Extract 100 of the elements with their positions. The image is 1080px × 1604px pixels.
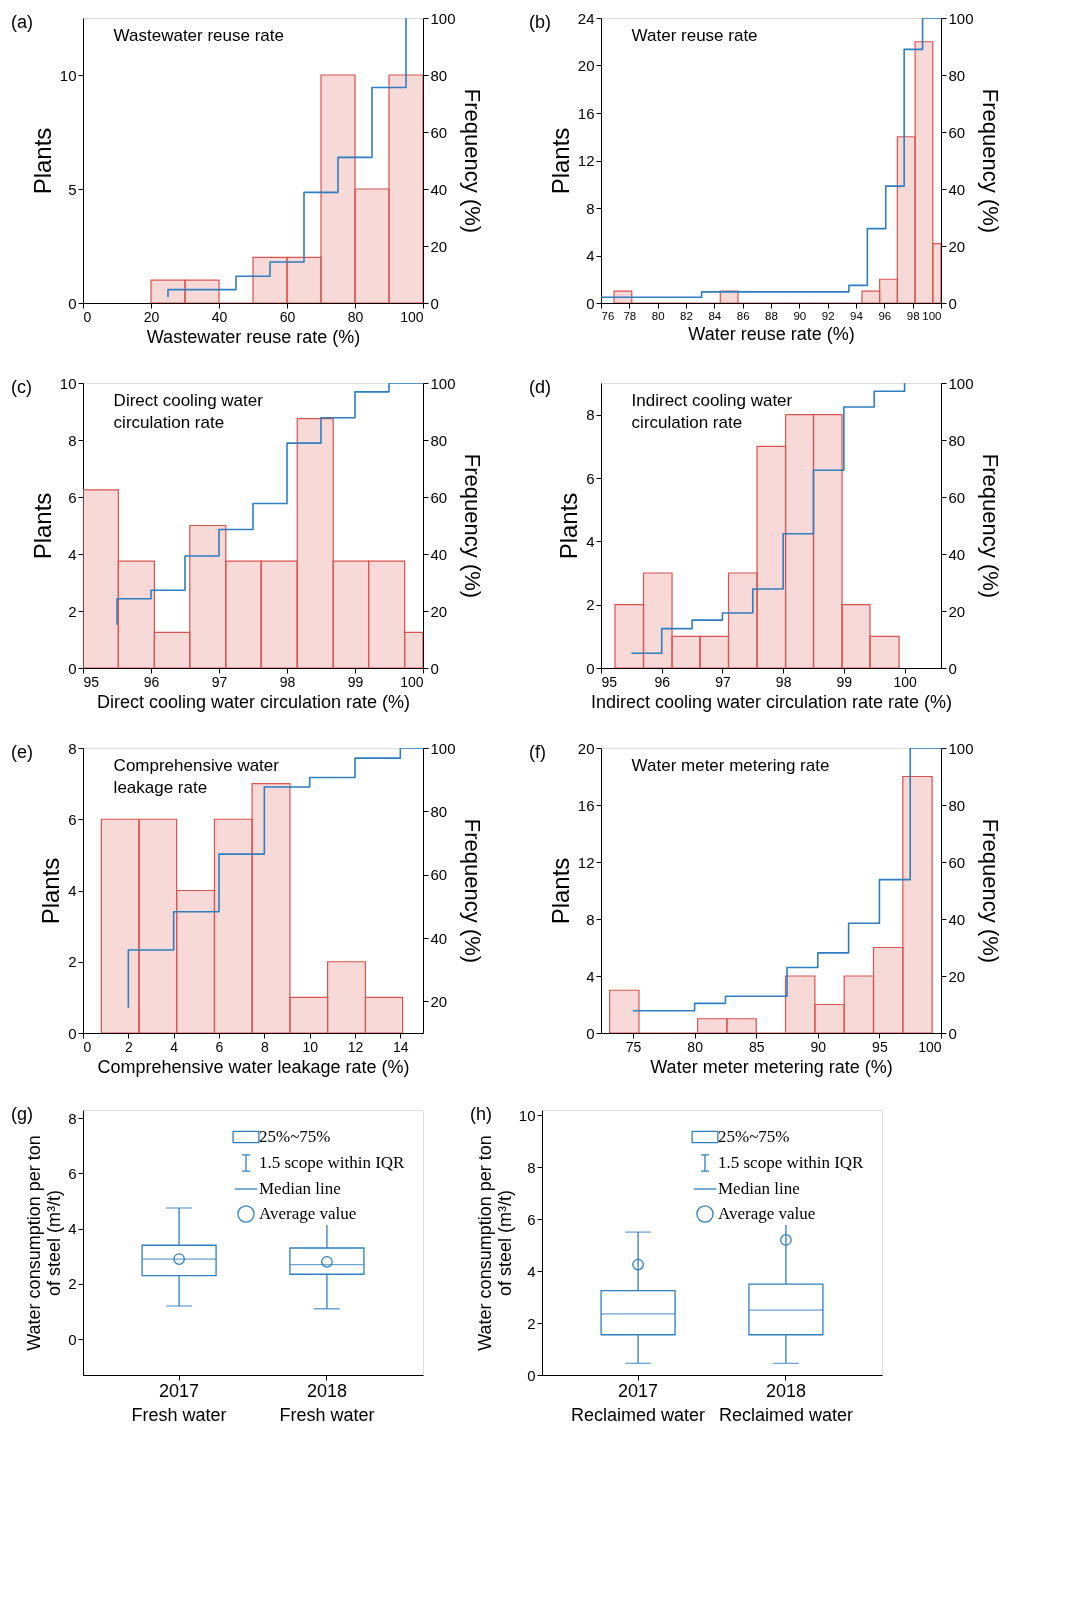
y-tick-label: 0 — [68, 659, 77, 677]
x-tick-label: 90 — [793, 309, 807, 322]
x-tick-label: 80 — [347, 308, 364, 325]
text: (b) — [529, 12, 551, 32]
y-tick-label: 24 — [577, 9, 595, 27]
y-tick-label: 10 — [59, 374, 77, 392]
y-tick-label: 20 — [577, 739, 595, 757]
y2-tick-label: 60 — [948, 123, 966, 141]
y-tick-label: 12 — [577, 152, 595, 169]
x-tick-label: 95 — [872, 1038, 888, 1055]
y2-tick-label: 60 — [430, 123, 448, 141]
y2-tick-label: 40 — [948, 545, 966, 563]
y2-tick-label: 100 — [430, 374, 456, 392]
x-tick-label: 2 — [124, 1038, 133, 1055]
y-tick-label: 6 — [527, 1210, 536, 1228]
y-tick-label: 16 — [577, 104, 595, 122]
y-tick-label: 0 — [68, 1330, 77, 1348]
y-tick-label: 4 — [586, 967, 595, 985]
y2-tick-label: 80 — [948, 796, 966, 814]
y-axis-title: Plants — [28, 492, 56, 560]
annotation: 1.5 scope within IQR — [718, 1153, 865, 1172]
y-tick-label: 6 — [68, 488, 77, 506]
x-tick-label: 100 — [400, 673, 424, 690]
annotation: 25%~75% — [259, 1127, 331, 1146]
x-tick-label: 90 — [810, 1038, 827, 1055]
x-tick-label: 97 — [211, 673, 228, 690]
y2-tick-label: 20 — [948, 237, 966, 255]
x-axis-title: Wastewater reuse rate (%) — [146, 326, 361, 347]
y-tick-label: 5 — [68, 180, 77, 198]
x-tick-label: 99 — [347, 673, 364, 690]
y2-tick-label: 60 — [948, 488, 966, 506]
x-tick-label: 100 — [400, 308, 424, 325]
y2-tick-label: 100 — [948, 374, 974, 392]
text: (a) — [11, 12, 33, 32]
y-tick-label: 10 — [59, 66, 77, 84]
x-tick-label: 4 — [170, 1038, 179, 1055]
y2-tick-label: 100 — [948, 739, 974, 757]
annotation: Median line — [718, 1179, 800, 1198]
y2-tick-label: 0 — [948, 659, 957, 677]
y-tick-label: 0 — [527, 1366, 536, 1384]
y2-tick-label: 20 — [430, 237, 448, 255]
x-tick-label: 82 — [680, 309, 693, 322]
text: Comprehensive water leakage rate — [113, 756, 280, 797]
y2-tick-label: 100 — [430, 739, 456, 757]
y2-axis-title: Frequency (%) — [459, 88, 485, 234]
x-tick-label: 88 — [765, 309, 778, 322]
y2-tick-label: 40 — [948, 910, 966, 928]
x-tick-label: 2018 Fresh water — [279, 1380, 375, 1425]
x-tick-label: 2017 Fresh water — [131, 1380, 227, 1425]
y-tick-label: 8 — [586, 406, 595, 424]
y-tick-label: 2 — [586, 596, 595, 614]
x-tick-label: 10 — [302, 1038, 319, 1055]
text: Direct cooling water circulation rate — [113, 391, 264, 432]
x-tick-label: 98 — [906, 309, 920, 322]
y2-tick-label: 60 — [430, 488, 448, 506]
text: (e) — [11, 742, 33, 762]
y-tick-label: 2 — [527, 1314, 536, 1332]
y-tick-label: 12 — [577, 853, 595, 871]
y2-tick-label: 100 — [430, 9, 456, 27]
y2-tick-label: 40 — [430, 180, 448, 198]
x-tick-label: 6 — [215, 1038, 224, 1055]
y-tick-label: 2 — [68, 1275, 77, 1293]
text: (h) — [470, 1104, 492, 1124]
y2-tick-label: 0 — [948, 1024, 957, 1042]
text: (g) — [11, 1104, 33, 1124]
y2-tick-label: 80 — [430, 66, 448, 84]
y2-tick-label: 40 — [430, 545, 448, 563]
annotation: Median line — [259, 1179, 341, 1198]
y-tick-label: 8 — [68, 431, 77, 449]
y-axis-title: Water consumption per ton of steel (m³/t) — [474, 1135, 515, 1351]
y-tick-label: 4 — [68, 882, 77, 899]
x-tick-label: 98 — [279, 673, 296, 690]
chart-title: Water meter metering rate — [631, 756, 830, 775]
x-tick-label: 100 — [918, 1038, 942, 1055]
x-tick-label: 100 — [922, 309, 942, 322]
y-tick-label: 6 — [586, 469, 595, 487]
x-tick-label: 86 — [736, 309, 750, 322]
x-tick-label: 80 — [687, 1038, 704, 1055]
text: Indirect cooling water circulation rate — [631, 391, 793, 432]
y2-tick-label: 80 — [430, 431, 448, 449]
x-tick-label: 84 — [708, 309, 722, 322]
y-tick-label: 8 — [68, 1109, 77, 1127]
x-tick-label: 96 — [878, 309, 892, 322]
x-tick-label: 60 — [279, 308, 296, 325]
x-tick-label: 8 — [260, 1038, 269, 1055]
y-tick-label: 2 — [68, 602, 77, 620]
y-tick-label: 0 — [586, 659, 595, 677]
x-tick-label: 92 — [821, 309, 835, 322]
y-axis-title: Water consumption per ton of steel (m³/t) — [24, 1135, 65, 1351]
annotation: Average value — [259, 1204, 357, 1223]
x-axis-title: Water reuse rate (%) — [688, 324, 855, 344]
y-tick-label: 4 — [586, 532, 595, 550]
y-tick-label: 8 — [527, 1158, 536, 1176]
y2-tick-label: 20 — [948, 967, 966, 985]
y-tick-label: 4 — [68, 545, 77, 563]
x-axis-title: Direct cooling water circulation rate (%) — [96, 691, 411, 712]
y2-tick-label: 80 — [948, 66, 966, 84]
y-axis-title: Plants — [28, 127, 56, 195]
y2-tick-label: 60 — [948, 853, 966, 871]
y-tick-label: 8 — [586, 910, 595, 928]
